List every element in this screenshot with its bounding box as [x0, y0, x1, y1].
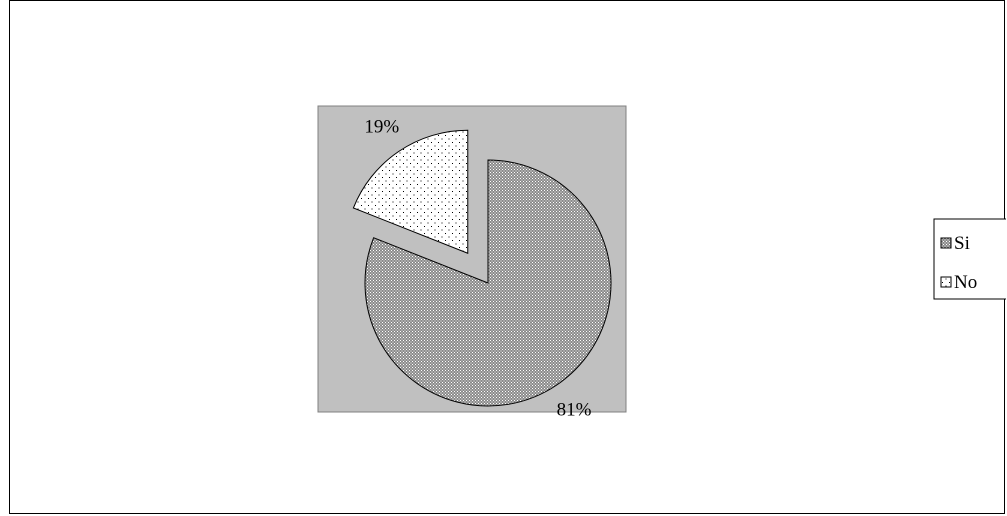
- pie-slice-no: [352, 129, 469, 254]
- pie-slice-labels: 81% 19%: [364, 117, 591, 421]
- pie-slice-si: [364, 159, 612, 407]
- legend-swatch-si: [940, 237, 952, 249]
- chart-frame: 81% 19% Si No: [9, 0, 1006, 514]
- legend-label-no: No: [954, 272, 977, 293]
- legend-item-no: No: [940, 272, 977, 293]
- legend: Si No: [933, 218, 1006, 300]
- pie-slices: [352, 129, 612, 407]
- legend-label-si: Si: [954, 233, 970, 254]
- slice-label-no: 19%: [364, 117, 399, 138]
- legend-swatch-no: [940, 276, 952, 288]
- pie-chart: 81% 19% Si No: [317, 105, 1006, 421]
- legend-item-si: Si: [940, 233, 970, 254]
- slice-label-si: 81%: [557, 400, 592, 421]
